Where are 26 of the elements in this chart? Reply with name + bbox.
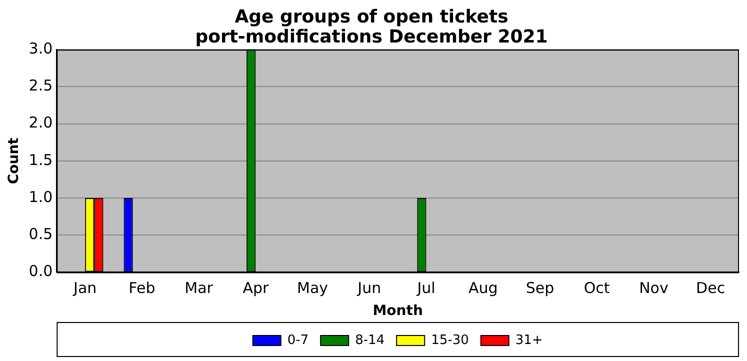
- x-tick-label: Apr: [242, 279, 270, 298]
- y-axis-title: Count: [6, 137, 22, 184]
- y-tick-label: 2.0: [28, 114, 53, 132]
- y-tick-label: 3.0: [28, 39, 53, 58]
- y-tick-label: 0.0: [28, 262, 53, 280]
- y-tick-label: 2.5: [28, 76, 53, 95]
- chart-title: Age groups of open tickets port-modifications December 2021: [195, 6, 548, 48]
- x-tick-label: May: [297, 279, 328, 298]
- x-tick-label: Dec: [696, 279, 726, 298]
- x-tick-label: Nov: [639, 279, 668, 298]
- legend-label: 0-7: [287, 332, 309, 348]
- x-tick-label: Sep: [526, 279, 554, 298]
- x-tick-label: Jan: [72, 279, 97, 298]
- x-tick-label: Jun: [356, 279, 382, 298]
- y-tick-label: 1.0: [28, 188, 53, 206]
- x-axis-title: Month: [372, 303, 423, 320]
- legend-label: 31+: [515, 332, 543, 348]
- y-tick-label: 0.5: [28, 224, 53, 243]
- legend-label: 15-30: [431, 332, 469, 348]
- y-tick-label: 1.5: [28, 150, 53, 169]
- legend-label: 8-14: [355, 332, 385, 348]
- x-tick-label: Aug: [468, 279, 498, 298]
- x-tick-label: Mar: [184, 279, 214, 298]
- x-tick-label: Oct: [584, 279, 610, 298]
- x-tick-label: Feb: [128, 279, 156, 298]
- x-tick-label: Jul: [416, 279, 436, 298]
